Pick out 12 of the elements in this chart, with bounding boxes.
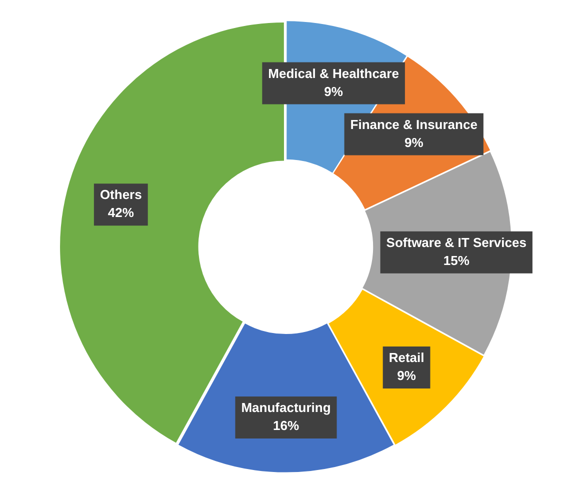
data-label: 42% [108, 205, 134, 220]
slice-label: Retail [388, 350, 424, 366]
slice-label: Medical & Healthcare [268, 66, 399, 81]
data-label: 9% [324, 84, 344, 99]
slice-label: Finance & Insurance [350, 116, 478, 132]
slice-label: Software & IT Services [386, 234, 526, 250]
data-label: 15% [443, 252, 470, 268]
data-label: 9% [397, 368, 416, 384]
slice-label: Others [100, 187, 142, 202]
slice-label: Manufacturing [241, 400, 331, 416]
data-label: 9% [404, 134, 424, 150]
data-label: 16% [272, 418, 300, 434]
